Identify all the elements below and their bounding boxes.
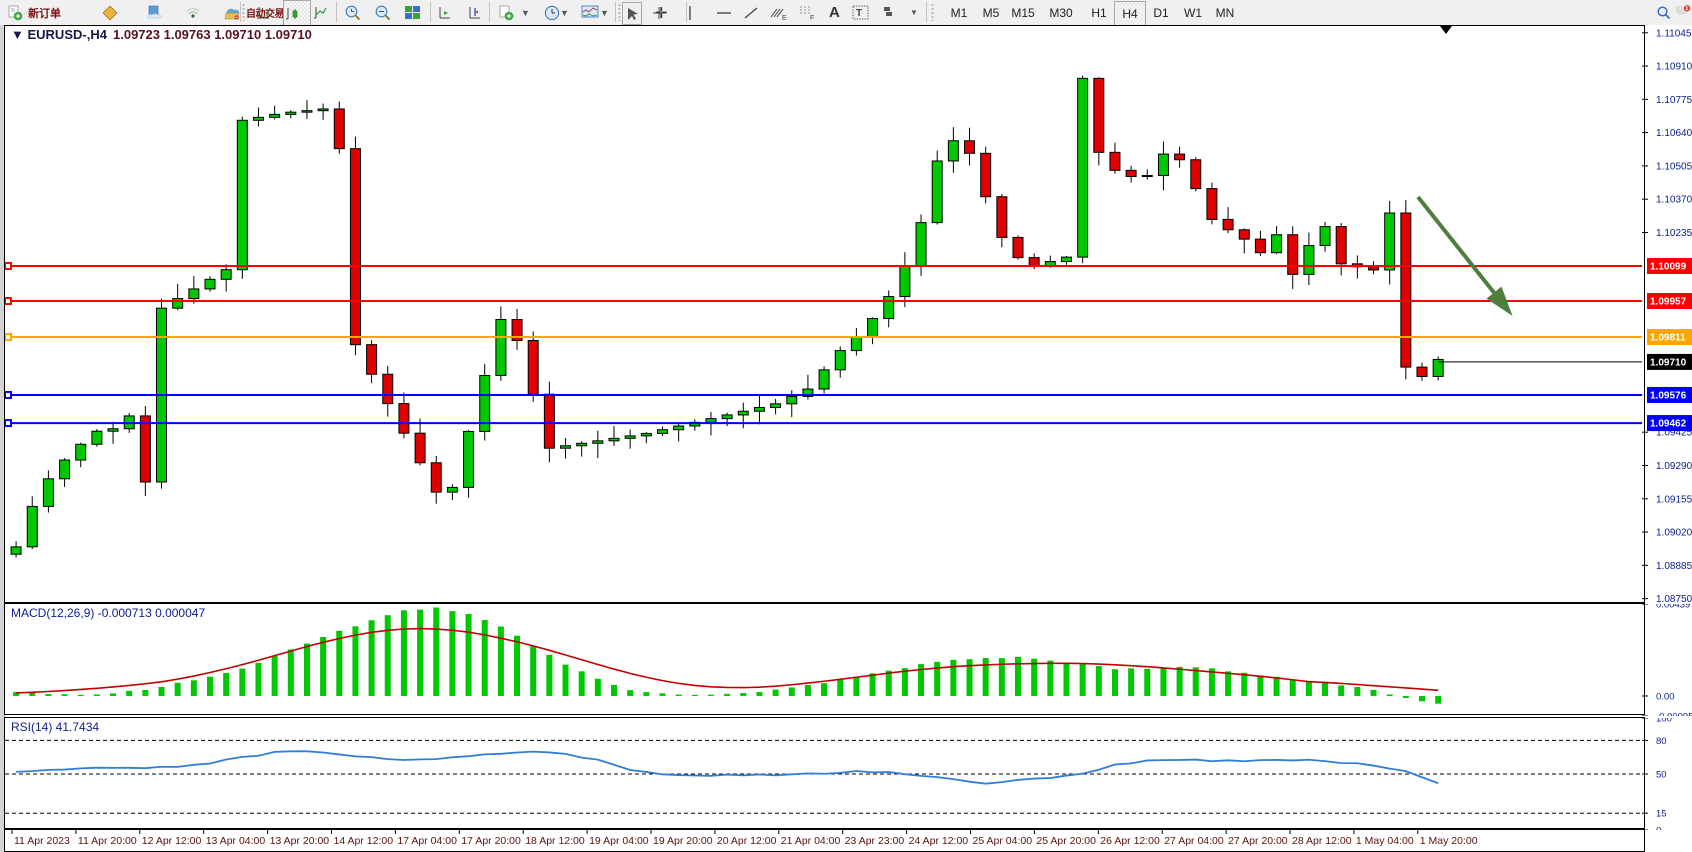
svg-text:1.09710: 1.09710: [1650, 357, 1687, 368]
svg-text:26 Apr 12:00: 26 Apr 12:00: [1100, 835, 1160, 847]
svg-text:1 May 20:00: 1 May 20:00: [1420, 835, 1478, 847]
svg-text:20 Apr 12:00: 20 Apr 12:00: [717, 835, 777, 847]
svg-text:27 Apr 20:00: 27 Apr 20:00: [1228, 835, 1288, 847]
svg-text:15: 15: [1656, 809, 1667, 820]
svg-text:17 Apr 20:00: 17 Apr 20:00: [461, 835, 521, 847]
svg-text:100: 100: [1656, 718, 1672, 725]
svg-text:-0.000956: -0.000956: [1656, 712, 1692, 717]
svg-text:25 Apr 20:00: 25 Apr 20:00: [1036, 835, 1096, 847]
svg-text:1.08885: 1.08885: [1656, 561, 1692, 572]
svg-text:1: 1: [1685, 6, 1688, 12]
svg-text:23 Apr 23:00: 23 Apr 23:00: [845, 835, 905, 847]
svg-text:1.09290: 1.09290: [1656, 461, 1692, 472]
svg-text:T: T: [856, 8, 862, 19]
svg-text:1.09462: 1.09462: [1650, 419, 1687, 430]
svg-text:11 Apr 2023: 11 Apr 2023: [14, 835, 70, 847]
svg-text:1.09155: 1.09155: [1656, 494, 1692, 505]
svg-text:1.09957: 1.09957: [1650, 297, 1687, 308]
svg-text:1.10775: 1.10775: [1656, 95, 1692, 106]
svg-text:1.10910: 1.10910: [1656, 62, 1692, 73]
svg-text:1.10099: 1.10099: [1650, 262, 1687, 273]
svg-text:0.00: 0.00: [1656, 691, 1675, 702]
svg-text:28 Apr 12:00: 28 Apr 12:00: [1292, 835, 1352, 847]
svg-text:80: 80: [1656, 736, 1667, 747]
svg-text:21 Apr 04:00: 21 Apr 04:00: [781, 835, 841, 847]
svg-text:24 Apr 12:00: 24 Apr 12:00: [909, 835, 969, 847]
svg-text:17 Apr 04:00: 17 Apr 04:00: [397, 835, 457, 847]
svg-text:0.00439: 0.00439: [1656, 604, 1690, 611]
svg-text:1.08750: 1.08750: [1656, 594, 1692, 604]
svg-text:1.09020: 1.09020: [1656, 528, 1692, 539]
svg-text:F: F: [810, 15, 814, 21]
svg-text:12 Apr 12:00: 12 Apr 12:00: [142, 835, 202, 847]
svg-text:25 Apr 04:00: 25 Apr 04:00: [973, 835, 1033, 847]
svg-text:E: E: [782, 15, 787, 21]
svg-text:11 Apr 20:00: 11 Apr 20:00: [78, 835, 137, 847]
svg-text:18 Apr 12:00: 18 Apr 12:00: [525, 835, 585, 847]
svg-text:19 Apr 04:00: 19 Apr 04:00: [589, 835, 649, 847]
svg-text:1.10370: 1.10370: [1656, 195, 1692, 206]
svg-text:14 Apr 12:00: 14 Apr 12:00: [334, 835, 394, 847]
svg-text:13 Apr 04:00: 13 Apr 04:00: [206, 835, 266, 847]
svg-text:1.09576: 1.09576: [1650, 390, 1687, 401]
svg-text:1.09811: 1.09811: [1650, 333, 1686, 344]
svg-text:27 Apr 04:00: 27 Apr 04:00: [1164, 835, 1224, 847]
svg-text:1.10505: 1.10505: [1656, 161, 1692, 172]
svg-text:19 Apr 20:00: 19 Apr 20:00: [653, 835, 713, 847]
svg-text:1.10235: 1.10235: [1656, 228, 1692, 239]
svg-text:1.10640: 1.10640: [1656, 128, 1692, 139]
svg-text:1.11045: 1.11045: [1656, 28, 1692, 39]
svg-text:1 May 04:00: 1 May 04:00: [1356, 835, 1414, 847]
svg-text:13 Apr 20:00: 13 Apr 20:00: [270, 835, 330, 847]
svg-text:50: 50: [1656, 770, 1667, 781]
